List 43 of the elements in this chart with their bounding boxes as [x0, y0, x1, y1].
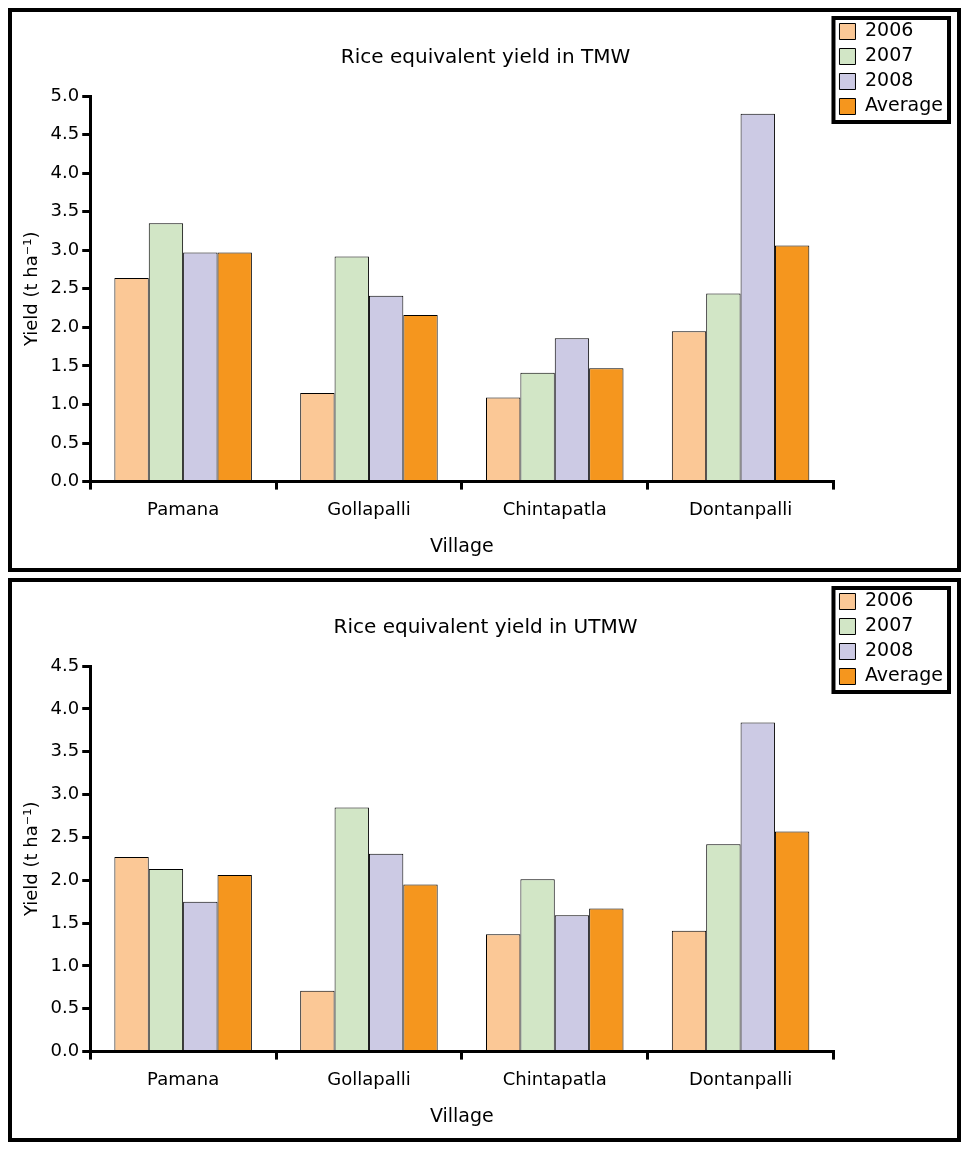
x-tick-label: Dontanpalli	[688, 1068, 793, 1090]
x-tick-label: Pamana	[147, 498, 220, 520]
chart-title: Rice equivalent yield in TMW	[340, 44, 631, 69]
y-tick-label: 1.0	[50, 953, 80, 975]
legend-label: 2007	[864, 613, 914, 636]
y-tick-label: 4.0	[50, 160, 80, 182]
legend-label: Average	[864, 663, 944, 686]
x-axis-title: Village	[429, 1103, 494, 1126]
y-tick-label: 0.5	[50, 430, 80, 452]
legend-label: Average	[864, 93, 944, 116]
legend-label: 2008	[864, 638, 914, 661]
y-tick-label: 1.5	[50, 353, 80, 375]
y-axis-title: Yield (t ha⁻¹)	[20, 231, 42, 348]
y-tick-label: 4.5	[50, 122, 80, 144]
y-tick-label: 0.0	[50, 1039, 80, 1061]
y-tick-label: 0.5	[50, 996, 80, 1018]
legend-label: 2008	[864, 68, 914, 91]
y-tick-label: 1.5	[50, 910, 80, 932]
y-tick-label: 4.5	[50, 653, 80, 675]
legend-label: 2006	[864, 18, 914, 41]
y-tick-label: 0.0	[50, 469, 80, 491]
x-tick-label: Dontanpalli	[688, 498, 793, 520]
x-tick-label: Gollapalli	[327, 1068, 411, 1090]
x-tick-label: Chintapatla	[502, 498, 607, 520]
chart-title: Rice equivalent yield in UTMW	[333, 614, 638, 639]
y-tick-label: 3.5	[50, 199, 80, 221]
y-tick-label: 2.0	[50, 867, 80, 889]
x-axis-title: Village	[429, 533, 494, 556]
y-tick-label: 2.5	[50, 825, 80, 847]
y-tick-label: 5.0	[50, 83, 80, 105]
y-tick-label: 1.0	[50, 392, 80, 414]
y-axis-title: Yield (t ha⁻¹)	[20, 801, 42, 918]
legend-label: 2007	[864, 43, 914, 66]
x-tick-label: Chintapatla	[502, 1068, 607, 1090]
y-tick-label: 3.0	[50, 782, 80, 804]
y-tick-label: 3.0	[50, 237, 80, 259]
x-tick-label: Pamana	[147, 1068, 220, 1090]
y-tick-label: 2.5	[50, 276, 80, 298]
y-tick-label: 2.0	[50, 315, 80, 337]
x-tick-label: Gollapalli	[327, 498, 411, 520]
legend-label: 2006	[864, 588, 914, 611]
y-tick-label: 4.0	[50, 696, 80, 718]
y-tick-label: 3.5	[50, 739, 80, 761]
